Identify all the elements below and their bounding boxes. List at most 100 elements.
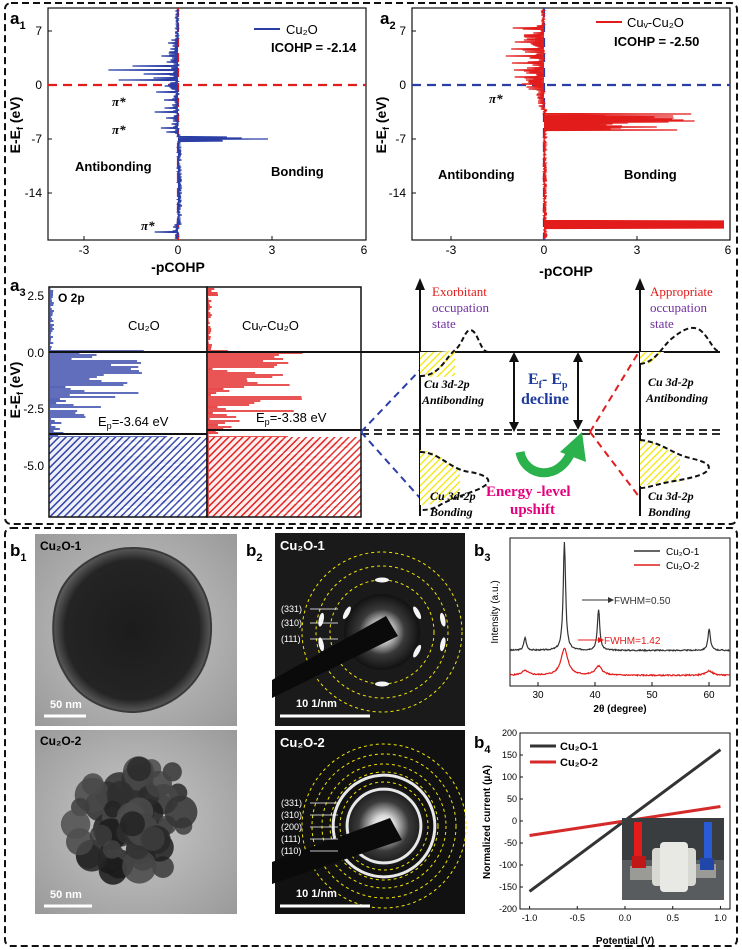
svg-text:3: 3: [634, 243, 641, 257]
a3-cu2o-label: Cu₂O: [128, 318, 160, 333]
section-a-frame: [4, 2, 738, 525]
saed-index-label: (310): [281, 618, 302, 628]
b1-particle-2: [60, 756, 198, 885]
b1-nanoparticle: [104, 800, 122, 818]
b1-nanoparticle: [152, 856, 174, 878]
svg-text:-14: -14: [25, 186, 43, 200]
b3-legend-2: Cu₂O-2: [666, 561, 700, 572]
a1-cohp-curve: [108, 9, 269, 240]
b3-ylabel: Intensity (a.u.): [490, 580, 501, 643]
a3-appropriate-2: occupation: [650, 300, 708, 315]
svg-text:0: 0: [35, 78, 42, 92]
b1-nanoparticle: [102, 840, 122, 859]
b3-series-cu2o-1: [509, 541, 730, 653]
saed-spot: [439, 637, 446, 652]
panel-b2: b2 (331)(310)(111) Cu₂O-1 10 1/nm (331)(…: [246, 533, 467, 914]
saed-index-label: (111): [281, 834, 301, 844]
a3-right-cu3d2p-anti: Cu 3d-2p: [648, 375, 694, 389]
a3-cuv-label: Cuᵥ-Cu₂O: [242, 318, 299, 333]
saed-ring: [329, 579, 435, 685]
a3-cu2o-hatch: [49, 437, 207, 517]
saed-bright-ring: [345, 787, 423, 865]
a3-appropriate-1: Appropriate: [650, 284, 713, 299]
a3-cuv-box: [206, 286, 362, 518]
saed-spot: [375, 577, 389, 583]
a3-exorbitant-2: occupation: [432, 300, 490, 315]
a2-cohp-curve: [505, 9, 725, 240]
a1-bonding-label: Bonding: [271, 164, 324, 179]
b1-nanoparticle: [81, 773, 104, 796]
b1-nanoparticle: [122, 849, 157, 884]
saed-spot: [318, 637, 325, 652]
b1-scale-top: 50 nm: [50, 699, 82, 711]
svg-text:-5.0: -5.0: [23, 459, 44, 473]
b4-xticks: -1.0 -0.5 0.0 0.5 1.0: [522, 906, 727, 923]
b4-legend-1: Cu₂O-1: [560, 741, 598, 753]
b4-xtick: 0.5: [666, 913, 679, 923]
saed-ring: [339, 781, 429, 871]
b4-ytick: -50: [504, 838, 517, 848]
svg-text:-3: -3: [446, 243, 457, 257]
svg-text:6: 6: [361, 243, 368, 257]
svg-text:0: 0: [541, 243, 548, 257]
b3-xlabel: 2θ (degree): [593, 704, 646, 715]
b4-xtick: 1.0: [714, 913, 727, 923]
panel-a3: a3 E-Ef (eV) 2.5 0.0 -2.5 -5.0 O 2p Cu₂O…: [7, 276, 721, 519]
b3-series-cu2o-2: [509, 647, 730, 677]
b1-nanoparticle: [89, 824, 113, 847]
a3-o2p: O 2p: [58, 291, 85, 305]
a2-xlabel: -pCOHP: [539, 263, 593, 279]
a3-red-connector-up: [589, 349, 641, 433]
b4-xtick: 0.0: [619, 913, 632, 923]
a3-left-cu3d2p-bond: Cu 3d-2p: [430, 489, 476, 503]
svg-text:-7: -7: [395, 132, 406, 146]
panel-a2: a2 7 0 -7 -14 -3 0 3 6 -pCOHP E-Ef (eV) …: [373, 7, 732, 279]
saed-index-label: (331): [281, 604, 302, 614]
saed-index-label: (200): [281, 822, 302, 832]
svg-text:-2.5: -2.5: [23, 402, 44, 416]
saed-ring: [301, 743, 467, 909]
b1-nanoparticle: [126, 756, 152, 782]
b2-rings-bottom: (331) (310) (200) (111) (110): [272, 743, 467, 909]
a2-icohp: ICOHP = -2.50: [614, 34, 699, 49]
saed-index-label: (110): [281, 846, 301, 856]
svg-text:50: 50: [646, 690, 658, 701]
a3-right-bonding: Bonding: [647, 505, 691, 519]
a3-blue-connector-up: [360, 369, 421, 433]
saed-spot: [375, 681, 389, 687]
a1-antibonding-label: Antibonding: [75, 159, 152, 174]
panel-b1: b1 Cu₂O-1 50 nm Cu₂O-2 50 nm: [10, 534, 237, 914]
svg-text:0.0: 0.0: [27, 346, 44, 360]
b4-xtick: -1.0: [522, 913, 538, 923]
a3-ep-cuv: Ep=-3.38 eV: [256, 410, 327, 427]
saed-ring: [329, 771, 439, 881]
b1-nanoparticle: [145, 770, 172, 798]
a3-upshift: upshift: [510, 502, 555, 518]
panel-b3: b3 Intensity (a.u.) 30 40 50 60 2θ (degr…: [474, 537, 731, 715]
a2-legend-label: Cuᵥ-Cu₂O: [627, 15, 684, 30]
b4-yticks: 200 150 100 50 0 -50 -100 -150 -200: [499, 728, 523, 914]
saed-spot: [439, 612, 446, 627]
panel-b3-label: b3: [474, 541, 491, 564]
b4-ytick: -150: [499, 882, 517, 892]
b4-ylabel: Normalized current (μA): [482, 765, 493, 879]
panel-a3-label: a3: [10, 276, 26, 299]
panel-b4-label: b4: [474, 733, 491, 756]
panel-a1-label: a1: [10, 9, 26, 32]
b3-fwhm2: FWHM=1.42: [604, 636, 661, 647]
a2-bonding-label: Bonding: [624, 167, 677, 182]
saed-ring: [301, 551, 463, 713]
b1-scale-bottom: 50 nm: [50, 889, 82, 901]
saed-spot: [413, 644, 422, 658]
b1-nanoparticle: [140, 826, 165, 851]
b2-bottom-label: Cu₂O-2: [280, 735, 325, 750]
b4-ytick: 150: [502, 750, 517, 760]
svg-text:-3: -3: [79, 243, 90, 257]
b1-nanoparticle: [60, 809, 91, 839]
a3-right-cu3d2p-bond: Cu 3d-2p: [648, 489, 694, 503]
svg-text:3: 3: [269, 243, 276, 257]
a1-ylabel: E-Ef (eV): [7, 97, 25, 154]
b4-ytick: 100: [502, 772, 517, 782]
saed-ring: [311, 753, 457, 899]
